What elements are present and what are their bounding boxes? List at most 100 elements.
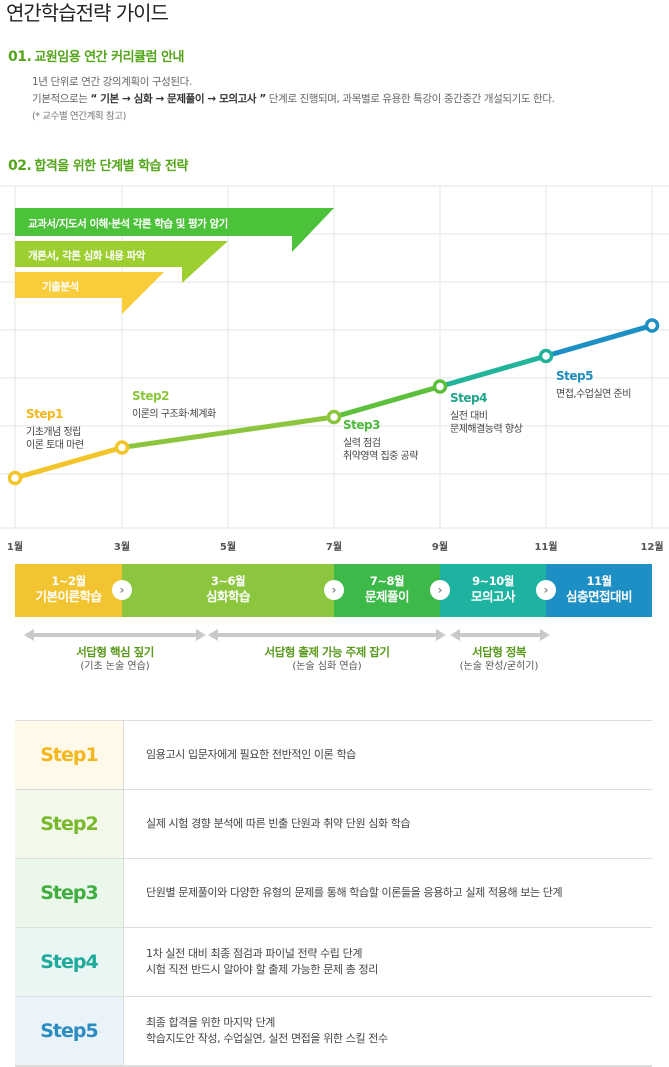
phase-name: 기본이론학습 xyxy=(35,589,102,604)
month-axis: 1월 3월 5월 7월 9월 11월 12월 xyxy=(7,541,664,553)
banner-label: 기출분석 xyxy=(42,280,79,293)
strategy-2-sub: (논술 심화 연습) xyxy=(292,661,362,672)
phase-period: 9~10월 xyxy=(472,574,514,588)
month-label: 7월 xyxy=(326,541,342,553)
step-row: Step2 실제 시험 경향 분석에 따른 빈출 단원과 취약 단원 심화 학습 xyxy=(15,789,652,859)
curriculum-intro: 1년 단위로 연간 강의계획이 구성된다. 기본적으로는 “ 기본 → 심화 →… xyxy=(32,74,555,125)
step-row: Step1 임용고시 입문자에게 필요한 전반적인 이론 학습 xyxy=(15,720,652,790)
step-point xyxy=(538,348,554,364)
section-1-number: 01. xyxy=(8,49,32,65)
annotation-title: Step3 xyxy=(343,418,380,432)
intro-line-1: 1년 단위로 연간 강의계획이 구성된다. xyxy=(32,76,192,88)
annotation-line: 기초개념 정립 xyxy=(26,425,81,438)
section-2-number: 02. xyxy=(8,158,32,174)
banner-shape xyxy=(15,241,228,283)
line-segment xyxy=(543,323,655,359)
annotation-line: 면접,수업실연 준비 xyxy=(556,387,631,400)
step-description: 단원별 문제풀이와 다양한 유형의 문제를 통해 학습할 이론들을 응용하고 실… xyxy=(123,858,652,928)
line-segment xyxy=(437,353,549,389)
step-label: Step3 xyxy=(15,858,124,928)
strategy-arrow-2 xyxy=(208,629,446,641)
annotation-title: Step1 xyxy=(26,407,63,421)
strategy-arrow-3 xyxy=(450,629,550,641)
annotation-title: Step5 xyxy=(556,369,593,383)
annotation-line: 취약영역 집중 공략 xyxy=(343,450,418,462)
step-desc-line: 학습지도안 작성, 수업실연, 실전 면접을 위한 스킬 전수 xyxy=(146,1032,388,1045)
month-label: 9월 xyxy=(432,541,448,553)
intro-line-2-sequence: “ 기본 → 심화 → 문제풀이 → 모의고사 ” xyxy=(90,93,267,105)
phase-name: 심화학습 xyxy=(205,589,251,604)
step-label: Step1 xyxy=(15,720,124,790)
step-row: Step5 최종 합격을 위한 마지막 단계 학습지도안 작성, 수업실연, 실전 … xyxy=(15,996,652,1067)
progress-line xyxy=(7,318,660,486)
chart-grid xyxy=(0,185,669,529)
phase-period: 3~6월 xyxy=(210,574,246,588)
chevron-right-icon: › xyxy=(430,580,450,600)
step-point xyxy=(326,409,342,425)
annotation-line: 실력 점검 xyxy=(343,437,380,449)
chevron-right-icon: › xyxy=(536,580,556,600)
banner-1: 교과서/지도서 이해·분석 각론 학습 및 평가 암기 xyxy=(15,208,334,252)
phase-2: 3~6월 심화학습 xyxy=(122,564,334,617)
strategy-1-title: 서답형 핵심 짚기 xyxy=(76,645,154,659)
annotation-step-5: Step5 면접,수업실연 준비 xyxy=(556,369,631,400)
step-desc-line: 실제 시험 경향 분석에 따른 빈출 단원과 취약 단원 심화 학습 xyxy=(146,817,411,830)
step-desc-line: 임용고시 입문자에게 필요한 전반적인 이론 학습 xyxy=(146,748,356,761)
step-desc-line: 최종 합격을 위한 마지막 단계 xyxy=(146,1016,276,1029)
strategy-1-sub: (기초 논술 연습) xyxy=(80,661,150,672)
step-desc-line: 1차 실전 대비 최종 점검과 파이널 전략 수립 단계 xyxy=(146,947,363,960)
month-label: 5월 xyxy=(220,541,236,553)
line-segment xyxy=(12,445,125,481)
month-label: 3월 xyxy=(114,541,130,553)
intro-line-2: 기본적으로는 “ 기본 → 심화 → 문제풀이 → 모의고사 ” 단계로 진행되… xyxy=(32,91,555,108)
page-title: 연간학습전략 가이드 xyxy=(6,1,169,25)
phase-period: 11월 xyxy=(586,574,612,588)
annotation-line: 이론 토대 마련 xyxy=(26,439,84,451)
banner-3: 기출분석 xyxy=(15,272,164,314)
banner-label: 교과서/지도서 이해·분석 각론 학습 및 평가 암기 xyxy=(28,217,228,230)
phase-4: 9~10월 모의고사 xyxy=(440,564,546,617)
step-point xyxy=(644,318,660,333)
step-label: Step2 xyxy=(15,789,124,859)
step-description: 임용고시 입문자에게 필요한 전반적인 이론 학습 xyxy=(123,720,652,790)
phase-3: 7~8월 문제풀이 xyxy=(334,564,440,617)
annotation-title: Step2 xyxy=(132,389,169,403)
step-description: 실제 시험 경향 분석에 따른 빈출 단원과 취약 단원 심화 학습 xyxy=(123,789,652,859)
strategy-3-title: 서답형 정복 xyxy=(472,645,526,659)
section-1-title: 교원임용 연간 커리큘럼 안내 xyxy=(34,50,184,65)
banner-label: 개론서, 각론 심화 내용 파악 xyxy=(28,249,146,262)
step-label: Step4 xyxy=(15,927,124,997)
intro-note: (* 교수별 연간계획 참고) xyxy=(32,111,126,122)
chevron-right-icon: › xyxy=(324,580,344,600)
banner-2: 개론서, 각론 심화 내용 파악 xyxy=(15,241,228,283)
strategy-3-sub: (논술 완성/굳히기) xyxy=(459,661,539,672)
annotation-title: Step4 xyxy=(450,391,487,405)
step-point xyxy=(7,470,23,486)
month-label: 12월 xyxy=(640,541,663,553)
chevron-right-icon: › xyxy=(112,580,132,600)
phase-name: 문제풀이 xyxy=(364,589,410,604)
section-1-heading: 01. 교원임용 연간 커리큘럼 안내 xyxy=(8,46,184,65)
phase-5: 11월 심층면접대비 xyxy=(546,564,652,617)
strategy-arrow-1 xyxy=(24,629,206,641)
banner-shape xyxy=(15,208,334,252)
phase-1: 1~2월 기본이론학습 xyxy=(15,564,122,617)
step-label: Step5 xyxy=(15,996,124,1067)
strategy-3: 서답형 정복 (논술 완성/굳히기) xyxy=(448,644,550,674)
step-desc-line: 단원별 문제풀이와 다양한 유형의 문제를 통해 학습할 이론들을 응용하고 실… xyxy=(146,886,563,899)
annotation-step-2: Step2 이론의 구조화·체계화 xyxy=(132,389,216,420)
intro-line-2-suffix: 단계로 진행되며, 과목별로 유용한 특강이 중간중간 개설되기도 한다. xyxy=(265,93,555,105)
strategy-arrows xyxy=(24,629,550,641)
section-2-heading: 02. 합격을 위한 단계별 학습 전략 xyxy=(8,155,188,174)
step-table: Step1 임용고시 입문자에게 필요한 전반적인 이론 학습 Step2 실제 시험… xyxy=(15,720,652,1067)
annotation-line: 실전 대비 xyxy=(450,410,487,422)
month-label: 11월 xyxy=(534,541,557,553)
phase-period: 1~2월 xyxy=(51,574,86,588)
step-desc-line: 시험 직전 반드시 알아야 할 출제 가능한 문제 총 정리 xyxy=(146,963,378,976)
